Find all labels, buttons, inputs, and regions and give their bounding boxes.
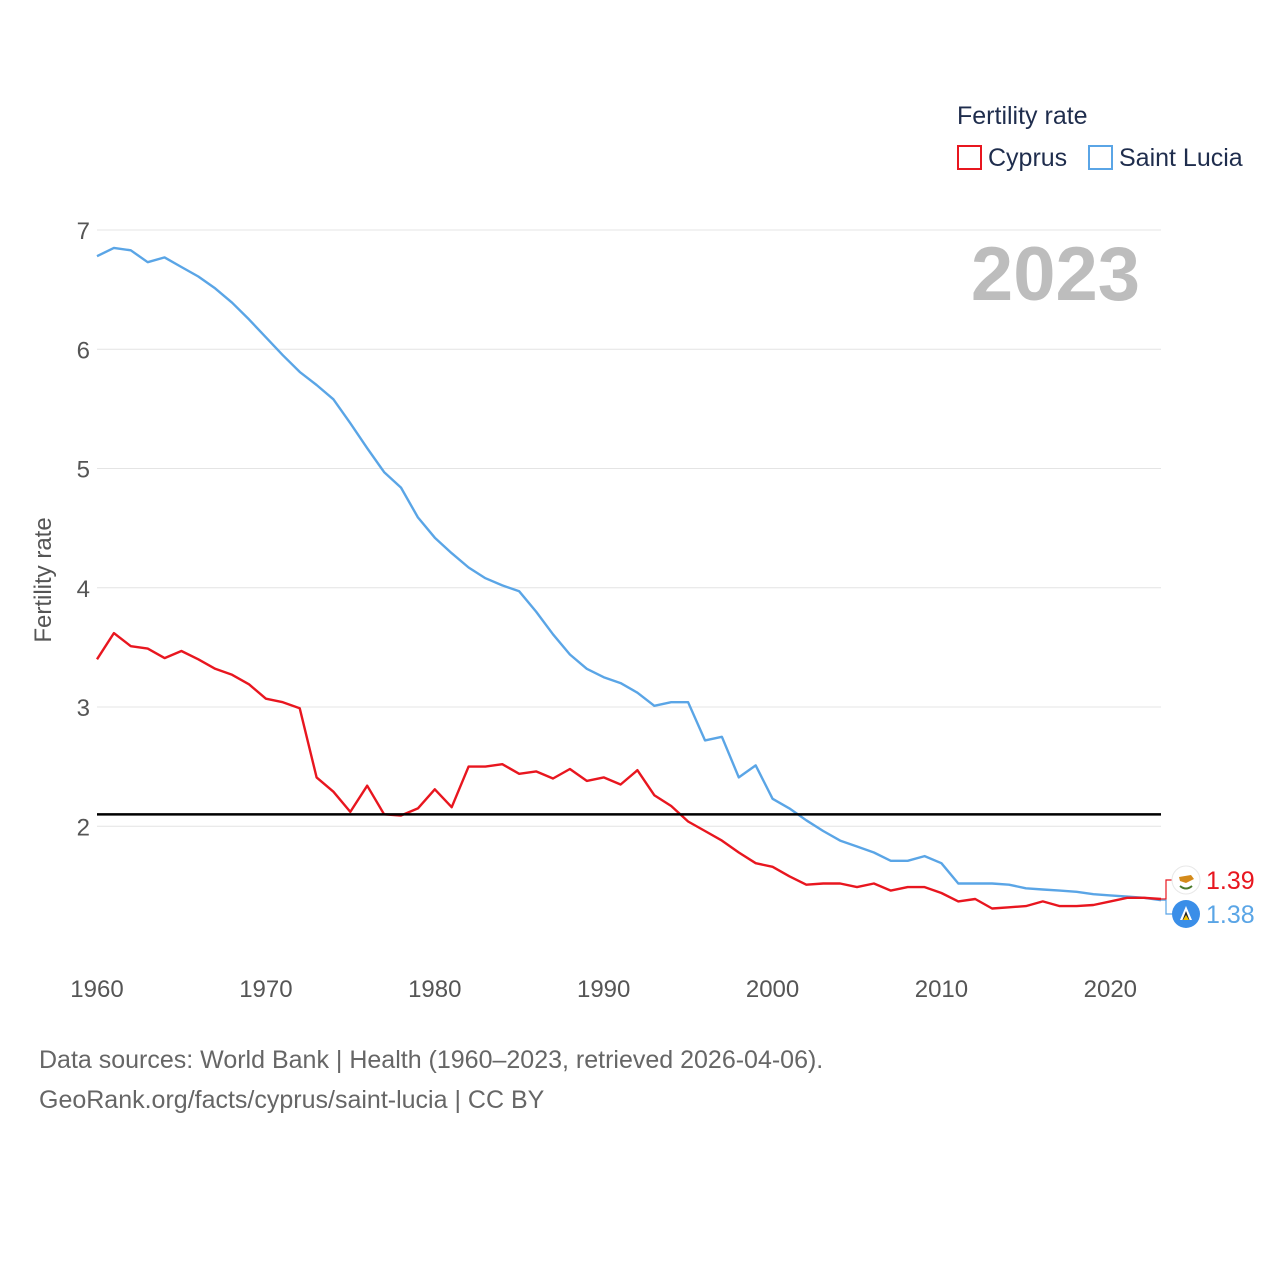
x-tick-2020: 2020 bbox=[1084, 976, 1137, 1003]
x-tick-1980: 1980 bbox=[408, 976, 461, 1003]
x-tick-1990: 1990 bbox=[577, 976, 630, 1003]
legend-title: Fertility rate bbox=[957, 102, 1088, 130]
end-connector-cyprus bbox=[1161, 879, 1172, 900]
flag-saint-lucia-icon bbox=[1172, 900, 1200, 928]
legend-swatch-cyprus bbox=[957, 145, 982, 170]
y-tick-2: 2 bbox=[77, 814, 90, 841]
series-line-saint-lucia[interactable] bbox=[96, 246, 1162, 902]
end-labels: 1.39 1.38 bbox=[1161, 865, 1255, 929]
y-tick-6: 6 bbox=[77, 337, 90, 364]
flag-cyprus-icon bbox=[1171, 865, 1201, 895]
grid bbox=[97, 229, 1161, 827]
y-axis-title: Fertility rate bbox=[30, 517, 57, 642]
y-tick-3: 3 bbox=[77, 695, 90, 722]
end-connector-saint-lucia bbox=[1161, 899, 1172, 915]
end-label-saint-lucia: 1.38 bbox=[1206, 901, 1255, 929]
y-tick-5: 5 bbox=[77, 457, 90, 484]
legend-swatch-saint-lucia bbox=[1088, 145, 1113, 170]
x-tick-2010: 2010 bbox=[915, 976, 968, 1003]
source-line-2: GeoRank.org/facts/cyprus/saint-lucia | C… bbox=[39, 1086, 545, 1114]
x-tick-2000: 2000 bbox=[746, 976, 799, 1003]
series-line-cyprus[interactable] bbox=[95, 631, 1162, 910]
legend-label-cyprus: Cyprus bbox=[988, 144, 1067, 172]
y-tick-labels: 2 3 4 5 6 7 bbox=[77, 218, 90, 841]
x-tick-labels: 1960 1970 1980 1990 2000 2010 2020 bbox=[70, 976, 1137, 1003]
source-line-1: Data sources: World Bank | Health (1960–… bbox=[39, 1046, 823, 1074]
year-watermark: 2023 bbox=[971, 232, 1140, 317]
y-tick-4: 4 bbox=[77, 576, 90, 603]
x-tick-1970: 1970 bbox=[239, 976, 292, 1003]
x-tick-1960: 1960 bbox=[70, 976, 123, 1003]
legend-item-saint-lucia[interactable]: Saint Lucia bbox=[1088, 144, 1243, 172]
series-lines bbox=[95, 246, 1162, 910]
legend-item-cyprus[interactable]: Cyprus bbox=[957, 144, 1067, 172]
legend: Fertility rate Cyprus Saint Lucia bbox=[957, 102, 1243, 172]
end-label-cyprus: 1.39 bbox=[1206, 867, 1255, 895]
legend-label-saint-lucia: Saint Lucia bbox=[1119, 144, 1243, 172]
y-tick-7: 7 bbox=[77, 218, 90, 245]
